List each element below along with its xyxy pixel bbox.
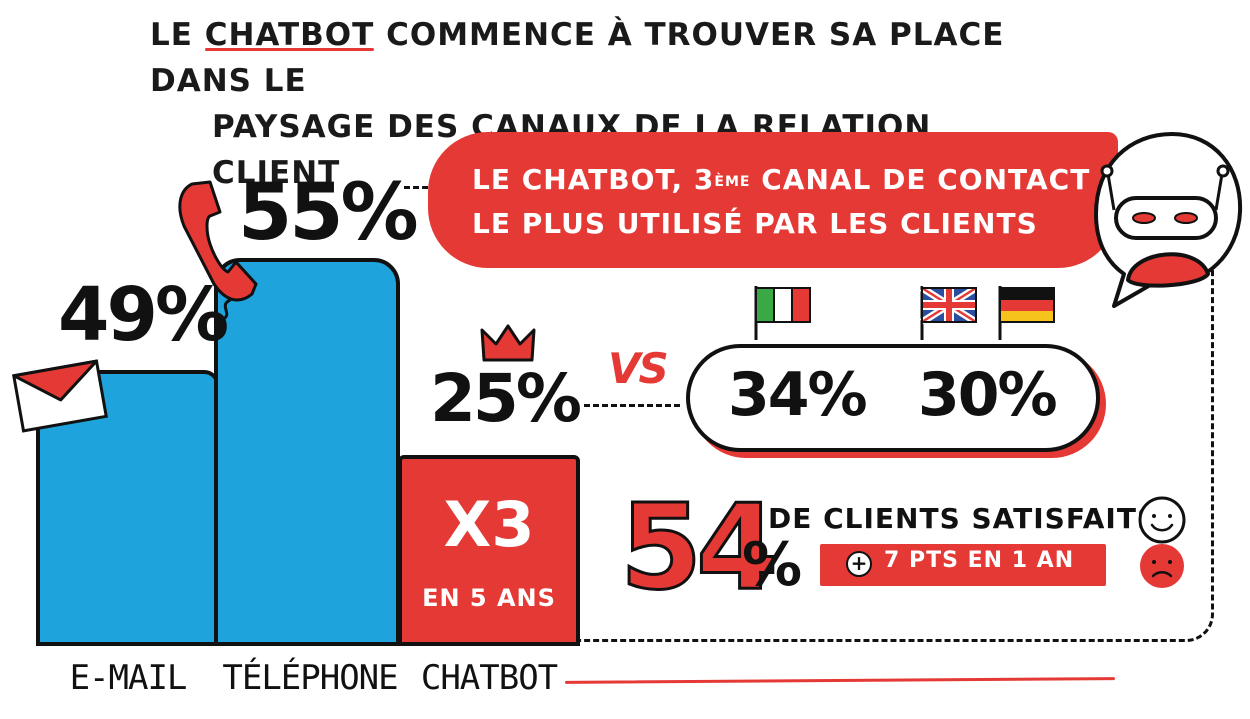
smiley-icon <box>1138 496 1186 544</box>
category-label-chatbot: CHATBOT <box>420 658 558 698</box>
bar-email <box>36 370 220 646</box>
comparison-value-uk-germany: 30% <box>918 360 1058 430</box>
robot-icon <box>1094 132 1243 308</box>
title-post: COMMENCE À TROUVER SA PLACE DANS LE <box>150 17 1005 99</box>
callout-bubble <box>428 132 1118 268</box>
germany-flag <box>998 286 1055 340</box>
comparison-value-italy: 34% <box>728 360 868 430</box>
callout-line2: LE PLUS UTILISÉ PAR LES CLIENTS <box>472 207 1038 240</box>
category-label-email: E-MAIL <box>69 658 188 698</box>
vs-connector <box>584 404 680 407</box>
satisfaction-label: DE CLIENTS SATISFAITS <box>768 502 1159 535</box>
phone-icon <box>178 180 258 340</box>
bar-telephone <box>214 258 400 646</box>
category-label-telephone: TÉLÉPHONE <box>222 658 398 698</box>
title-pre: LE <box>150 17 205 53</box>
envelope-icon <box>12 359 108 433</box>
title-highlight: CHATBOT <box>204 17 375 53</box>
sad-face-icon <box>1140 544 1184 588</box>
baseline-underline <box>564 677 1116 684</box>
callout-superscript: ÈME <box>714 174 751 190</box>
italy-flag <box>754 286 811 340</box>
plus-icon: + <box>846 551 872 577</box>
callout-line1-pre: LE CHATBOT, 3 <box>472 163 715 196</box>
callout-line1: LE CHATBOT, 3ÈME CANAL DE CONTACT <box>472 158 1092 202</box>
satisfaction-value: 54 <box>618 477 779 618</box>
growth-period: EN 5 ANS <box>422 584 556 612</box>
value-label-chatbot: 25% <box>430 360 582 437</box>
crown-icon <box>480 324 536 362</box>
bar-chatbot <box>398 455 580 646</box>
callout-text: LE CHATBOT, 3ÈME CANAL DE CONTACT LE PLU… <box>472 158 1092 246</box>
value-label-telephone: 55% <box>238 168 419 258</box>
vs-label: VS <box>608 344 669 393</box>
satisfaction-unit: % <box>742 530 803 600</box>
uk-flag <box>920 285 978 340</box>
growth-multiplier: X3 <box>443 488 535 561</box>
callout-line1-post: CANAL DE CONTACT <box>750 163 1091 196</box>
value-label-email: 49% <box>58 272 229 358</box>
comparison-pill <box>686 344 1100 452</box>
satisfaction-badge-text: 7 PTS EN 1 AN <box>884 548 1075 573</box>
